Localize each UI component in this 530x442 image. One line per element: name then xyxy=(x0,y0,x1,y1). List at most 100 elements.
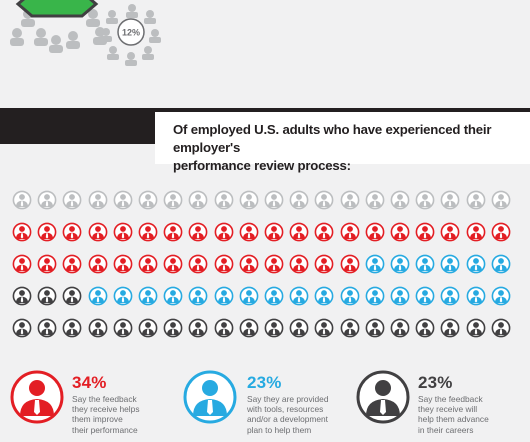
person-dark-icon xyxy=(356,370,410,424)
person-red-icon xyxy=(214,222,233,242)
person-red-icon xyxy=(188,254,208,274)
person-red-icon xyxy=(188,222,208,242)
question-text: Of employed U.S. adults who have experie… xyxy=(173,121,523,175)
person-red-icon xyxy=(239,222,259,242)
person-red-icon xyxy=(163,254,183,274)
stat-description: Say the feedback they receive will help … xyxy=(418,394,528,435)
person-blue-icon xyxy=(440,286,460,306)
person-red-icon xyxy=(289,222,309,242)
person-blue-icon xyxy=(138,286,158,306)
person-dark-icon xyxy=(138,318,158,338)
person-gray-icon xyxy=(390,190,410,210)
person-dark-icon xyxy=(12,318,32,338)
person-red-icon xyxy=(138,222,158,242)
person-dark-icon xyxy=(37,286,57,306)
person-blue-icon xyxy=(390,254,410,274)
person-red-icon xyxy=(12,222,32,242)
header-illustration: 12% xyxy=(10,0,161,66)
stat-line: them improve xyxy=(72,414,123,425)
question-panel: Of employed U.S. adults who have experie… xyxy=(155,112,530,173)
stat-line: Say the feedback xyxy=(418,394,483,404)
stat-line: help them advance xyxy=(418,414,489,425)
stat-line: in their careers xyxy=(418,424,474,435)
person-dark-icon xyxy=(12,286,32,306)
person-gray-icon xyxy=(289,190,309,210)
person-dark-icon xyxy=(88,318,107,338)
person-blue-icon xyxy=(183,370,237,424)
person-blue-icon xyxy=(239,286,259,306)
person-dark-icon xyxy=(163,318,183,338)
stat-description: Say they are provided with tools, resour… xyxy=(247,394,357,435)
stat-line: and/or a development xyxy=(247,414,329,425)
stat-line: Say the feedback xyxy=(72,394,137,404)
person-red-icon xyxy=(138,254,158,274)
person-dark-icon xyxy=(289,318,309,338)
person-blue-icon xyxy=(314,286,334,306)
person-dark-icon xyxy=(214,318,233,338)
green-badge-icon xyxy=(15,0,99,18)
person-dark-icon xyxy=(62,286,82,306)
person-red-icon xyxy=(62,222,82,242)
person-gray-icon xyxy=(314,190,334,210)
person-red-icon xyxy=(88,254,107,274)
person-dark-icon xyxy=(264,318,284,338)
person-red-icon xyxy=(113,222,133,242)
person-gray-icon xyxy=(466,190,485,210)
person-gray-icon xyxy=(113,190,133,210)
person-red-icon xyxy=(340,222,359,242)
person-blue-icon xyxy=(466,286,485,306)
question-line-2: performance review process: xyxy=(173,158,351,173)
person-blue-icon xyxy=(440,254,460,274)
person-red-icon xyxy=(163,222,183,242)
stat-percent: 23% xyxy=(247,373,282,392)
percent-badge xyxy=(117,18,145,46)
person-gray-icon xyxy=(62,190,82,210)
person-blue-icon xyxy=(491,254,511,274)
person-red-icon xyxy=(37,222,57,242)
stat-line: with tools, resources xyxy=(247,404,324,415)
person-dark-icon xyxy=(314,318,334,338)
person-gray-icon xyxy=(264,190,284,210)
stat-tools-resources: 23% Say they are provided with tools, re… xyxy=(183,370,353,442)
person-blue-icon xyxy=(163,286,183,306)
person-red-icon xyxy=(239,254,259,274)
person-red-icon xyxy=(62,254,82,274)
stat-line: Say they are provided xyxy=(247,394,329,404)
person-dark-icon xyxy=(188,318,208,338)
person-dark-icon xyxy=(365,318,385,338)
person-red-icon xyxy=(37,254,57,274)
person-blue-icon xyxy=(365,286,385,306)
person-blue-icon xyxy=(415,286,435,306)
stat-line: their performance xyxy=(72,424,138,435)
person-red-icon xyxy=(12,254,32,274)
person-gray-icon xyxy=(188,190,208,210)
person-dark-icon xyxy=(239,318,259,338)
top-badge-value: 12% xyxy=(122,28,140,38)
stat-description: Say the feedback they receive helps them… xyxy=(72,394,182,435)
person-gray-icon xyxy=(491,190,511,210)
person-red-icon xyxy=(289,254,309,274)
person-blue-icon xyxy=(390,286,410,306)
person-blue-icon xyxy=(415,254,435,274)
person-red-icon xyxy=(466,222,485,242)
person-gray-icon xyxy=(37,190,57,210)
person-gray-icon xyxy=(340,190,359,210)
person-gray-icon xyxy=(88,190,107,210)
stat-percent: 23% xyxy=(418,373,453,392)
person-red-icon xyxy=(214,254,233,274)
person-red-icon xyxy=(390,222,410,242)
person-gray-icon xyxy=(415,190,435,210)
person-gray-icon xyxy=(138,190,158,210)
stat-line: plan to help them xyxy=(247,424,312,435)
person-red-icon xyxy=(264,254,284,274)
person-dark-icon xyxy=(37,318,57,338)
header-graphics: 12% xyxy=(0,0,530,108)
question-line-1: Of employed U.S. adults who have experie… xyxy=(173,122,492,155)
person-red-icon xyxy=(314,222,334,242)
stat-line: they receive will xyxy=(418,404,478,415)
stat-percent: 34% xyxy=(72,373,107,392)
person-blue-icon xyxy=(289,286,309,306)
person-blue-icon xyxy=(188,286,208,306)
person-dark-icon xyxy=(62,318,82,338)
stat-improve-performance: 34% Say the feedback they receive helps … xyxy=(10,370,180,442)
